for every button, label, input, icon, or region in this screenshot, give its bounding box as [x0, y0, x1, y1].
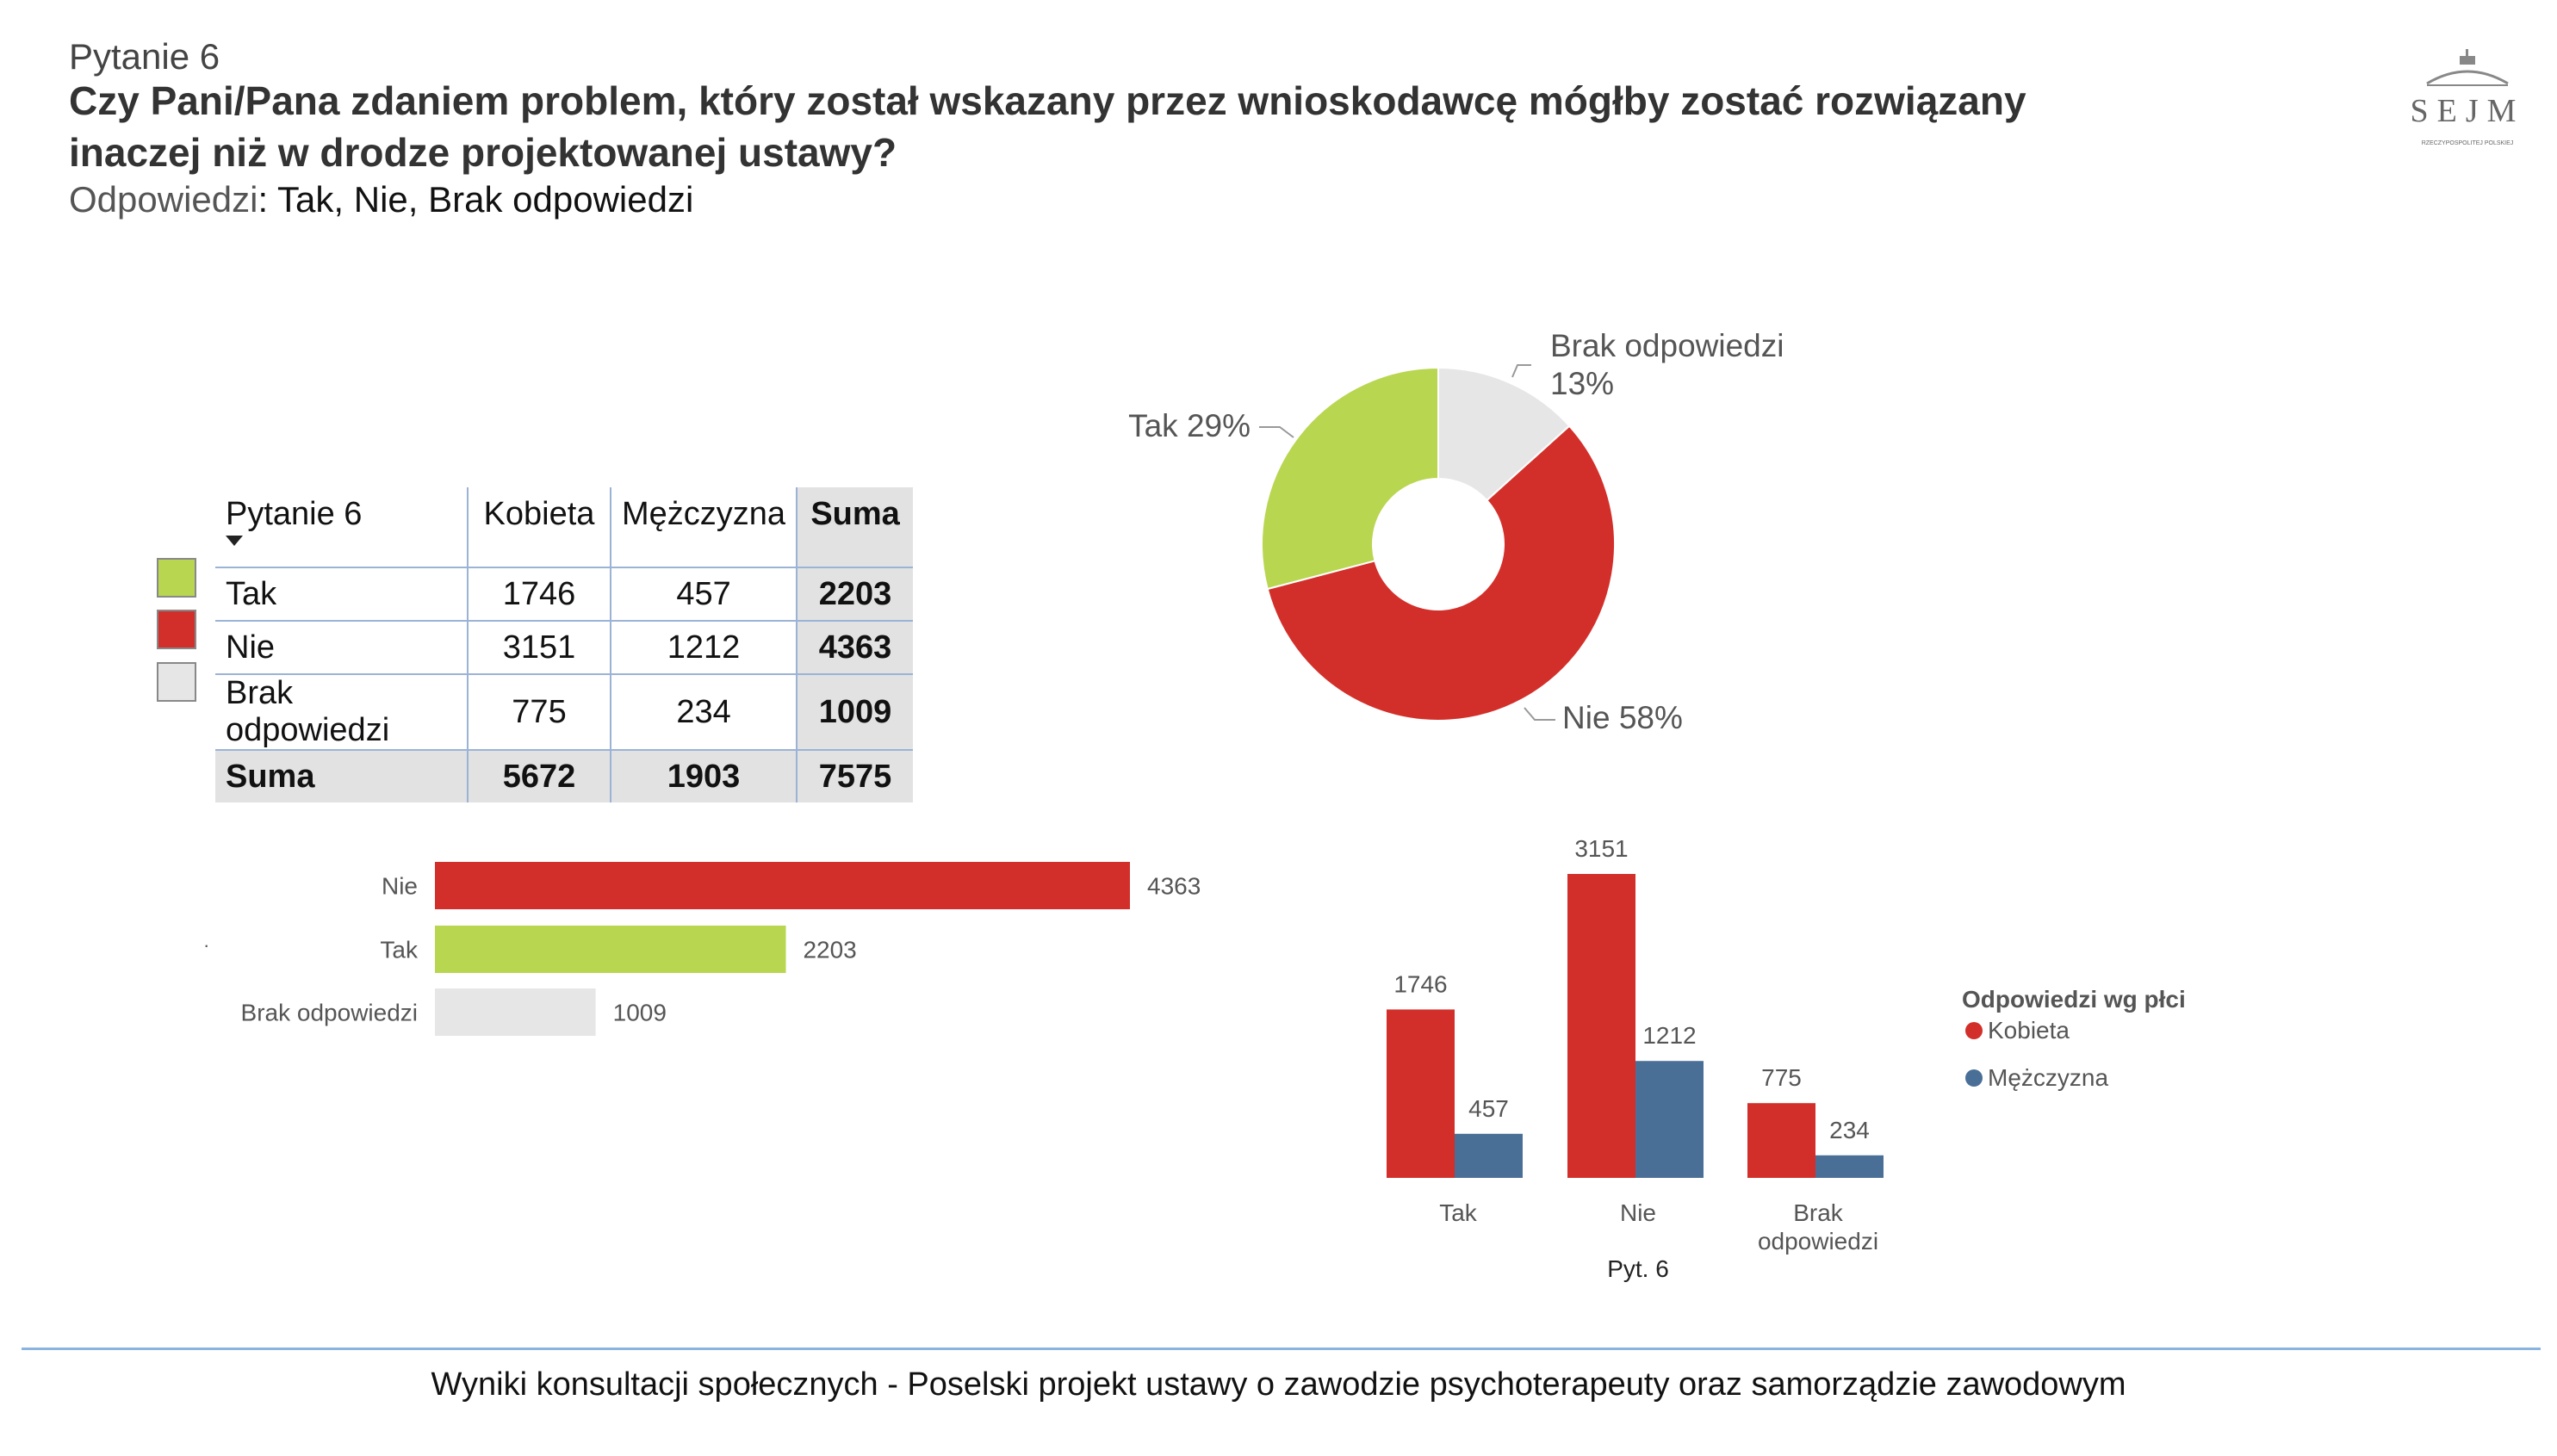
vbar-kobieta	[1387, 1009, 1455, 1178]
total-suma: 7575	[797, 749, 914, 802]
legend-dot-kobieta	[1965, 1022, 1983, 1039]
total-label: Suma	[215, 749, 469, 802]
vbar-value-label: 775	[1761, 1064, 1802, 1091]
donut-label-nie-name: Nie	[1562, 700, 1611, 735]
donut-label-tak-pct: 29%	[1187, 408, 1251, 443]
grouped-bar-chart: 1746 457 3151 1212 775 234 Tak Nie Brak odpowiedz…	[1387, 835, 2186, 1282]
legend-swatch-nie	[157, 610, 196, 649]
vbar-category-label: Tak	[1439, 1199, 1478, 1226]
vbar-legend-title: Odpowiedzi wg płci	[1962, 986, 2186, 1013]
vbar-value-label: 457	[1468, 1095, 1509, 1122]
donut-label-brak-pct: 13%	[1550, 366, 1614, 401]
cell-suma: 1009	[797, 673, 914, 750]
question-title-line-2: inaczej niż w drodze projektowanej ustaw…	[69, 130, 897, 175]
sejm-building-icon	[2426, 49, 2509, 86]
answers-list: : Tak, Nie, Brak odpowiedzi	[258, 179, 694, 220]
sort-down-icon[interactable]	[226, 536, 243, 546]
leader-line-tak	[1259, 426, 1294, 438]
donut-label-tak: Tak 29%	[1128, 408, 1251, 443]
legend-swatch-tak	[157, 558, 196, 598]
vbar-category-word: Brak	[1793, 1199, 1844, 1226]
header-mezczyzna: Mężczyzna	[611, 487, 798, 567]
vbar-category-label: Brak odpowiedzi	[1758, 1199, 1878, 1255]
hbar-category-label: Nie	[382, 873, 418, 900]
legend-swatch-brak	[157, 662, 196, 702]
cell-kobieta: 3151	[468, 620, 611, 674]
total-mezczyzna: 1903	[611, 749, 798, 802]
logo-word: SEJM	[2411, 93, 2525, 129]
vbar-kobieta	[1747, 1103, 1815, 1178]
sejm-logo: SEJM RZECZYPOSPOLITEJ POLSKIEJ	[2411, 49, 2525, 146]
answers-line: Odpowiedzi: Tak, Nie, Brak odpowiedzi	[69, 179, 693, 220]
table-total-row: Suma 5672 1903 7575	[215, 749, 914, 802]
vbar-kobieta	[1567, 874, 1635, 1178]
hbar-value-label: 4363	[1147, 873, 1201, 900]
question-title-line-1: Czy Pani/Pana zdaniem problem, który zos…	[69, 78, 2026, 123]
header-kobieta: Kobieta	[468, 487, 611, 567]
cell-mezczyzna: 1212	[611, 620, 798, 674]
vbar-value-label: 3151	[1574, 835, 1628, 862]
vbar-category-word: odpowiedzi	[1758, 1228, 1878, 1255]
cell-kobieta: 775	[468, 673, 611, 750]
row-label: Nie	[215, 620, 469, 674]
vbar-mezczyzna	[1455, 1133, 1523, 1178]
cell-kobieta: 1746	[468, 567, 611, 621]
vbar-category-label: Nie	[1620, 1199, 1656, 1226]
footer-text: Wyniki konsultacji społecznych - Poselsk…	[431, 1366, 2126, 1403]
hbar-2	[435, 988, 596, 1036]
donut-label-brak: Brak odpowiedzi	[1550, 328, 1784, 363]
table-row: Nie 3151 1212 4363	[215, 620, 914, 674]
vbar-value-label: 1212	[1642, 1022, 1696, 1049]
leader-line-brak	[1511, 364, 1531, 378]
cell-suma: 2203	[797, 567, 914, 621]
legend-dot-mezczyzna	[1965, 1069, 1983, 1087]
vbar-legend-label: Mężczyzna	[1988, 1064, 2108, 1091]
donut-label-nie-pct: 58%	[1619, 700, 1683, 735]
logo-subtitle: RZECZYPOSPOLITEJ POLSKIEJ	[2422, 140, 2514, 146]
vbar-value-label: 1746	[1393, 970, 1447, 997]
row-label: Brak odpowiedzi	[215, 673, 469, 750]
table-header-row: Pytanie 6 Kobieta Mężczyzna Suma	[215, 487, 914, 567]
hbar-category-label: Brak odpowiedzi	[241, 1000, 418, 1026]
hbar-1	[435, 926, 786, 973]
vbar-legend-label: Kobieta	[1988, 1017, 2070, 1044]
header-suma: Suma	[797, 487, 914, 567]
cell-suma: 4363	[797, 620, 914, 674]
vbar-mezczyzna	[1815, 1155, 1884, 1178]
row-label: Tak	[215, 567, 469, 621]
total-kobieta: 5672	[468, 749, 611, 802]
vbar-axis-title: Pyt. 6	[1607, 1255, 1669, 1282]
vbar-mezczyzna	[1635, 1061, 1704, 1178]
header-pytanie[interactable]: Pytanie 6	[215, 487, 469, 567]
cell-mezczyzna: 457	[611, 567, 798, 621]
answers-prefix: Odpowiedzi	[69, 179, 258, 220]
leader-line-nie	[1524, 707, 1555, 721]
question-number: Pytanie 6	[69, 36, 220, 77]
cell-mezczyzna: 234	[611, 673, 798, 750]
hbar-category-label: Tak	[380, 937, 419, 963]
donut-slice-nie	[1266, 424, 1616, 722]
table-row: Tak 1746 457 2203	[215, 567, 914, 621]
donut-label-nie: Nie 58%	[1562, 700, 1683, 735]
stray-dot: ·	[203, 934, 209, 956]
donut-label-tak-name: Tak	[1128, 408, 1178, 443]
footer-divider	[22, 1348, 2541, 1350]
table-row: Brak odpowiedzi 775 234 1009	[215, 673, 914, 750]
hbar-value-label: 2203	[803, 937, 856, 963]
hbar-0	[435, 862, 1130, 909]
vbar-value-label: 234	[1829, 1117, 1870, 1143]
summary-table: Pytanie 6 Kobieta Mężczyzna Suma Tak 174…	[215, 487, 914, 802]
donut-slice-tak	[1261, 366, 1439, 591]
donut-slice-brak	[1437, 366, 1571, 502]
horizontal-bar-chart: Nie 4363 Tak 2203 Brak odpowiedzi 1009	[241, 862, 1201, 1036]
hbar-value-label: 1009	[613, 1000, 667, 1026]
